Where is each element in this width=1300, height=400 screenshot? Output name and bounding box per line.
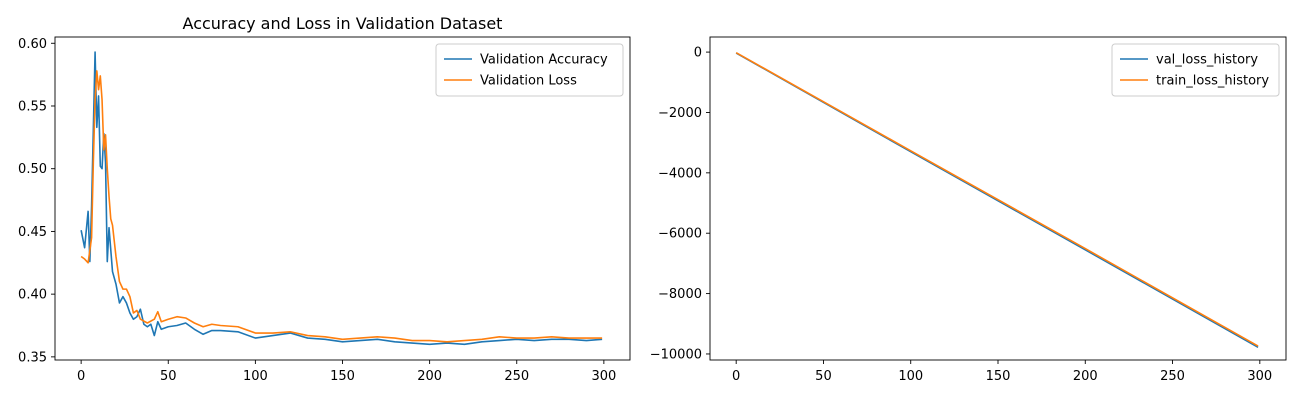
- x-tick-label: 200: [1073, 369, 1098, 384]
- plot-area: [735, 52, 1259, 349]
- chart-accuracy-loss: Accuracy and Loss in Validation Dataset 0…: [18, 14, 631, 384]
- x-tick-label: 100: [243, 369, 268, 384]
- y-tick-label: 0: [694, 46, 702, 61]
- y-tick-label: −8000: [658, 287, 702, 302]
- y-tick-label: −4000: [658, 166, 702, 181]
- x-tick-label: 300: [1247, 369, 1272, 384]
- legend-box: [1111, 43, 1280, 97]
- y-tick-label: 0.35: [18, 350, 47, 365]
- legend: Validation Accuracy Validation Loss: [435, 43, 624, 97]
- series-line-validation-accuracy: [80, 51, 603, 346]
- x-tick-label: 50: [160, 369, 177, 384]
- x-tick-label: 150: [986, 369, 1011, 384]
- chart-loss-history: 0 50 100 150 200 250 300 0 −2000 −4000 −6000 −8000 −…: [650, 36, 1287, 384]
- plot-area: [80, 51, 603, 346]
- legend-label: train_loss_history: [1156, 74, 1269, 89]
- y-tick-label: 0.45: [18, 225, 47, 240]
- y-tick-label: −6000: [658, 227, 702, 242]
- series-line-validation-loss: [80, 70, 603, 343]
- x-tick-label: 200: [417, 369, 442, 384]
- legend-label: Validation Accuracy: [480, 53, 608, 68]
- x-tick-label: 250: [504, 369, 529, 384]
- y-tick-label: −10000: [650, 347, 702, 362]
- x-tick-label: 100: [898, 369, 923, 384]
- legend: val_loss_history train_loss_history: [1111, 43, 1280, 97]
- x-tick-label: 150: [330, 369, 355, 384]
- x-tick-label: 0: [77, 369, 85, 384]
- x-tick-label: 50: [815, 369, 832, 384]
- x-tick-label: 300: [591, 369, 616, 384]
- y-tick-label: 0.40: [18, 288, 47, 303]
- legend-box: [435, 43, 624, 97]
- x-tick-label: 0: [732, 369, 740, 384]
- chart-title: Accuracy and Loss in Validation Dataset: [183, 14, 503, 33]
- legend-label: val_loss_history: [1156, 53, 1258, 68]
- y-tick-label: −2000: [658, 106, 702, 121]
- y-tick-label: 0.55: [18, 99, 47, 114]
- series-line-train-loss-history: [735, 52, 1259, 347]
- x-tick-label: 250: [1160, 369, 1185, 384]
- legend-label: Validation Loss: [480, 74, 577, 89]
- y-tick-label: 0.60: [18, 37, 47, 52]
- y-tick-label: 0.50: [18, 162, 47, 177]
